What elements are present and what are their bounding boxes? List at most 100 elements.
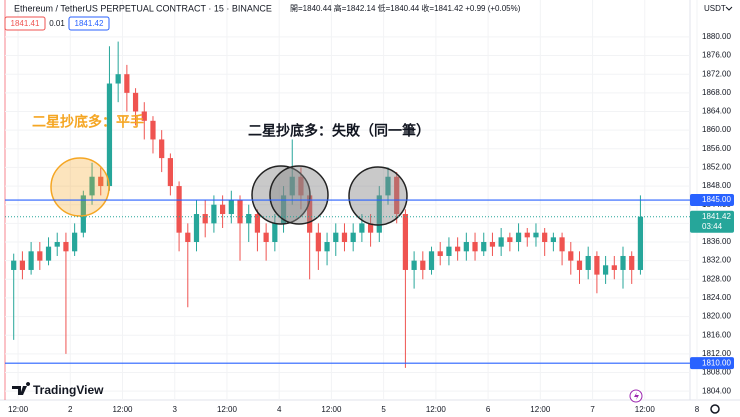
annotation: 二星抄底多：平手 (32, 114, 144, 130)
currency-select[interactable]: USDT (704, 4, 726, 13)
candle-body (611, 265, 617, 270)
last-price: 1841.42 (702, 212, 731, 221)
ohlc: 開=1840.44 高=1842.14 低=1840.44 收=1841.42 … (290, 3, 521, 13)
y-tick-label: 1816.00 (702, 330, 731, 339)
candle-body (602, 265, 609, 275)
candle-body (263, 232, 269, 242)
candle-body (193, 214, 200, 242)
candle-body (150, 120, 156, 140)
candle-body (437, 251, 443, 256)
countdown: 03:44 (702, 222, 723, 231)
y-tick-label: 1824.00 (702, 293, 731, 302)
settings-button[interactable] (710, 404, 720, 414)
candle-body (37, 251, 43, 261)
ask-box[interactable] (68, 16, 110, 31)
bid-box[interactable] (4, 16, 46, 31)
y-tick-label: 1868.00 (702, 88, 731, 97)
candle-body (489, 241, 496, 247)
x-tick-label: 6 (486, 405, 491, 414)
candle-body (324, 241, 330, 252)
last-price-box (690, 210, 734, 233)
y-tick-label: 1872.00 (702, 69, 731, 78)
candle-body (132, 92, 139, 112)
candle-body (115, 74, 121, 84)
highlight-circle (251, 165, 311, 225)
candle-body (576, 260, 583, 270)
y-tick-label: 1860.00 (702, 125, 731, 134)
price-label-box (690, 194, 734, 207)
candle-body (185, 232, 191, 242)
price-label: 1810.00 (702, 358, 731, 367)
candle-body (11, 260, 17, 270)
candle-body (272, 223, 278, 242)
x-tick-label: 12:00 (426, 405, 447, 414)
candle-body (515, 232, 522, 242)
candle-body (124, 74, 130, 93)
candle-body (472, 241, 478, 252)
highlight-circle (269, 165, 329, 225)
candle-body (402, 214, 409, 270)
candle-body (333, 232, 339, 242)
candle-body (359, 223, 365, 233)
candle-body (159, 139, 165, 159)
x-tick-label: 7 (590, 405, 595, 414)
candle-body (367, 223, 374, 233)
candle-body (237, 200, 243, 224)
annotation: 二星抄底多：失敗（同一筆） (248, 123, 430, 139)
highlight-circle (50, 157, 110, 217)
candle-body (19, 260, 26, 270)
candle-body (394, 176, 400, 215)
x-tick-label: 12:00 (635, 405, 656, 414)
y-tick-label: 1880.00 (702, 32, 731, 41)
candle-body (629, 255, 635, 270)
candle-body (28, 251, 34, 270)
candle-body (507, 237, 513, 242)
candle-body (54, 241, 60, 247)
y-tick-label: 1812.00 (702, 349, 731, 358)
candle-body (98, 176, 104, 187)
y-tick-label: 1856.00 (702, 144, 731, 153)
price-label-box (690, 357, 734, 370)
candle-body (498, 237, 504, 247)
x-tick-label: 12:00 (112, 405, 133, 414)
y-tick-label: 1804.00 (702, 386, 731, 395)
candle-body (568, 251, 574, 261)
y-tick-label: 1852.00 (702, 163, 731, 172)
logo: TradingView (33, 383, 104, 397)
candle-body (106, 83, 113, 187)
candle-body (376, 195, 382, 233)
x-tick-label: 3 (173, 405, 178, 414)
price-label: 1845.00 (702, 195, 731, 204)
candle-body (141, 111, 147, 121)
candle-body (211, 204, 217, 224)
candle-body (481, 241, 487, 252)
y-tick-label: 1808.00 (702, 368, 731, 377)
y-tick-label: 1832.00 (702, 256, 731, 265)
candle-body (620, 255, 626, 270)
candle-body (542, 232, 548, 242)
candle-body (446, 246, 452, 256)
candle-body (594, 255, 600, 275)
candle-body (350, 232, 356, 242)
x-tick-label: 2 (68, 405, 73, 414)
candle-body (246, 214, 252, 224)
candle-body (341, 232, 348, 242)
ask: 1841.42 (75, 19, 104, 28)
alert-icon (634, 392, 639, 400)
symbol: Ethereum / TetherUS PERPETUAL CONTRACT ·… (14, 3, 272, 13)
candle-body (533, 232, 539, 238)
candle-body (176, 186, 182, 233)
candle-body (63, 241, 69, 252)
candle-body (202, 214, 208, 224)
candle-body (385, 176, 391, 196)
x-tick-label: 4 (277, 405, 282, 414)
candle-body (45, 246, 52, 261)
candle-body (455, 246, 461, 252)
y-tick-label: 1828.00 (702, 274, 731, 283)
x-tick-label: 12:00 (321, 405, 342, 414)
x-tick-label: 8 (695, 405, 700, 414)
y-tick-label: 1876.00 (702, 51, 731, 60)
bid: 1841.41 (11, 19, 40, 28)
